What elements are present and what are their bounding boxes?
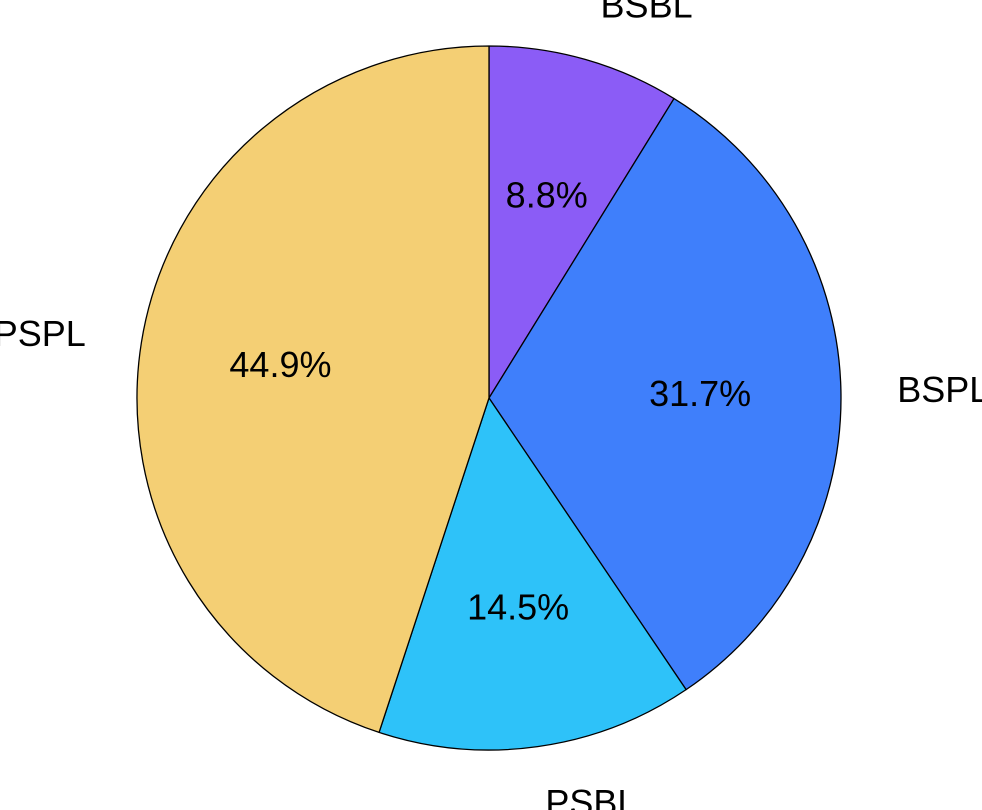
- pie-slice-psbl: [378, 397, 687, 751]
- slice-label-bsbl: BSBL: [601, 0, 693, 26]
- pie-slice-pspl: [136, 45, 490, 734]
- slice-percent-bsbl: 8.8%: [506, 174, 588, 215]
- slice-percent-pspl: 44.9%: [229, 344, 331, 385]
- slices-layer: [136, 45, 842, 751]
- slice-label-pspl: PSPL: [0, 313, 86, 354]
- pie-slice-bsbl: [488, 45, 675, 399]
- slice-label-bspl: BSPL: [897, 369, 982, 410]
- slice-percent-bspl: 31.7%: [649, 373, 751, 414]
- slice-label-psbl: PSBL: [545, 782, 637, 810]
- slice-percent-psbl: 14.5%: [467, 587, 569, 628]
- pie-slice-bspl: [488, 97, 842, 691]
